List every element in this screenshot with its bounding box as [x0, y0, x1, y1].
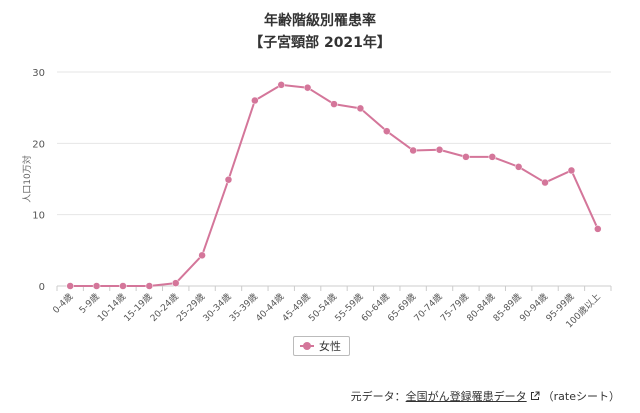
- data-point: [541, 178, 549, 187]
- data-point: [435, 146, 444, 154]
- external-link-icon[interactable]: [530, 391, 540, 401]
- x-tick-label: 70-74歳: [411, 291, 444, 324]
- legend-item-female[interactable]: 女性: [293, 336, 350, 356]
- legend-label: 女性: [319, 340, 341, 353]
- legend-line-marker: [300, 342, 314, 350]
- x-tick-label: 5-9歳: [76, 291, 101, 316]
- chart-title: 年齢階級別罹患率: [264, 13, 376, 29]
- x-tick-label: 75-79歳: [438, 291, 471, 324]
- data-point: [198, 251, 206, 260]
- x-tick-label: 60-64歳: [359, 291, 392, 324]
- data-point: [488, 153, 497, 161]
- chart-subtitle: 【子宮頸部 2021年】: [249, 35, 391, 51]
- data-point: [119, 282, 127, 290]
- data-point: [567, 166, 576, 175]
- data-point: [224, 175, 233, 184]
- x-tick-label: 80-84歳: [464, 291, 497, 324]
- data-point: [145, 282, 154, 290]
- x-tick-label: 10-14歳: [95, 291, 128, 324]
- source-suffix: （rateシート）: [542, 390, 620, 403]
- x-tick-label: 90-94歳: [517, 291, 550, 324]
- y-tick-label: 30: [32, 68, 45, 79]
- series-line-0: [70, 83, 599, 287]
- x-tick-label: 45-49歳: [279, 291, 312, 324]
- data-point: [303, 83, 312, 92]
- data-point: [409, 146, 417, 155]
- data-point: [171, 279, 180, 287]
- x-tick-label: 65-69歳: [385, 291, 418, 324]
- data-point: [594, 225, 602, 233]
- x-tick-label: 55-59歳: [332, 291, 365, 324]
- data-point: [277, 81, 285, 89]
- data-source-note: 元データ：全国がん登録罹患データ （rateシート）: [351, 388, 620, 404]
- source-link[interactable]: 全国がん登録罹患データ: [405, 390, 527, 403]
- data-point: [330, 100, 338, 108]
- x-tick-label: 40-44歳: [253, 291, 286, 324]
- x-tick-label: 30-34歳: [200, 291, 233, 324]
- x-tick-label: 20-24歳: [147, 291, 180, 324]
- x-tick-label: 50-54歳: [306, 291, 339, 324]
- source-prefix: 元データ：: [350, 390, 406, 403]
- x-tick-label: 0-4歳: [50, 291, 75, 316]
- data-point: [383, 127, 391, 135]
- y-axis-label: 人口10万対: [21, 155, 33, 202]
- x-tick-label: 15-19歳: [121, 291, 154, 324]
- x-tick-label: 85-89歳: [490, 291, 523, 324]
- data-point: [251, 96, 259, 105]
- y-tick-label: 10: [32, 211, 45, 222]
- chart-title-block: 年齢階級別罹患率 【子宮頸部 2021年】: [0, 10, 640, 54]
- legend-dot-marker: [303, 342, 311, 350]
- data-point: [356, 104, 365, 113]
- data-point: [92, 282, 101, 290]
- y-tick-label: 0: [39, 282, 45, 293]
- data-point: [66, 282, 74, 290]
- y-tick-label: 20: [32, 139, 45, 150]
- data-point: [462, 153, 470, 161]
- data-point: [514, 163, 523, 171]
- x-tick-label: 35-39歳: [227, 291, 260, 324]
- x-tick-label: 25-29歳: [174, 291, 207, 324]
